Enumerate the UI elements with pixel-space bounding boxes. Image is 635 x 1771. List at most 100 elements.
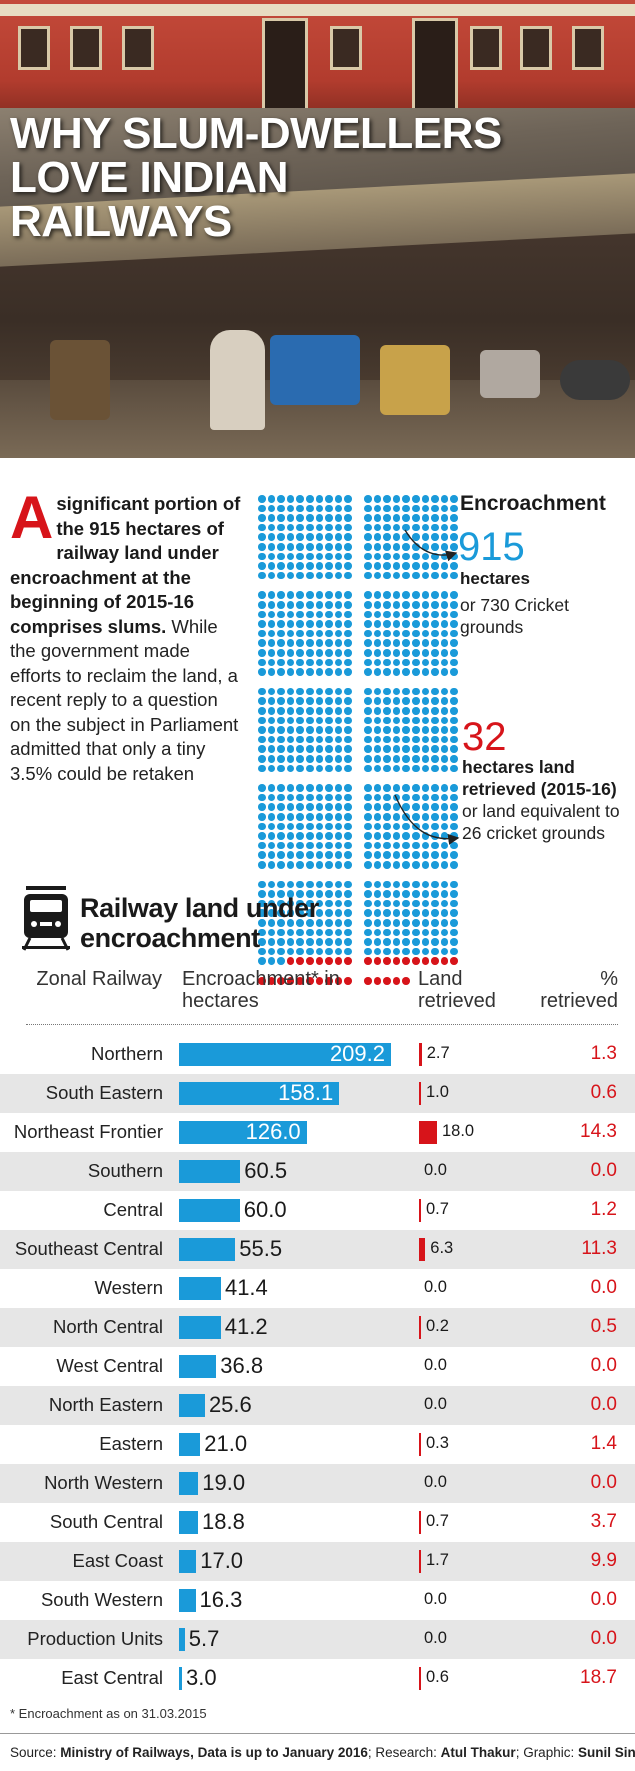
encroachment-dot <box>344 880 352 889</box>
encroachment-dot <box>325 514 333 522</box>
encroachment-dot <box>364 707 372 715</box>
encroachment-dot <box>306 919 314 927</box>
encroachment-dot <box>325 562 333 570</box>
encroachment-dot <box>364 745 372 753</box>
encroachment-dot <box>431 784 439 792</box>
encroachment-dot <box>392 571 401 580</box>
encroachment-dot <box>383 919 391 927</box>
encroachment-dot <box>306 495 314 503</box>
encroachment-dot <box>325 928 333 937</box>
encroachment-dot <box>286 784 295 792</box>
encroachment-dot <box>440 504 449 513</box>
encroachment-dot <box>315 755 324 763</box>
encroachment-bar <box>179 1394 205 1417</box>
encroachment-dot <box>325 668 333 676</box>
encroachment-dot <box>296 784 304 792</box>
encroachment-dot <box>315 784 324 792</box>
encroachment-dot <box>421 793 430 802</box>
encroachment-dot <box>431 610 439 619</box>
encroachment-dot <box>440 755 449 763</box>
encroachment-dot <box>402 822 410 831</box>
encroachment-dot <box>258 543 266 551</box>
encroachment-dot <box>344 822 352 831</box>
train-icon <box>22 886 70 951</box>
encroachment-dot <box>383 813 391 821</box>
encroachment-dot <box>286 504 295 513</box>
encroachment-dot <box>421 533 430 541</box>
encroachment-dot <box>402 861 410 869</box>
encroachment-dot <box>334 803 343 811</box>
encroachment-dot <box>267 841 276 850</box>
encroachment-dot <box>412 909 420 917</box>
encroachment-dot <box>373 658 382 667</box>
encroachment-dot <box>267 793 276 802</box>
encroachment-dot <box>383 707 391 715</box>
encroachment-dot <box>258 649 266 657</box>
encroachment-dot <box>315 571 324 580</box>
encroachment-dot <box>373 707 382 715</box>
encroachment-dot <box>258 571 266 580</box>
encroachment-dot <box>334 764 343 773</box>
encroachment-dot <box>412 523 420 532</box>
encroachment-bar <box>179 1628 185 1651</box>
encroachment-dot <box>402 552 410 561</box>
encroachment-dot <box>315 504 324 513</box>
encroachment-dot <box>392 880 401 889</box>
encroachment-dot <box>344 793 352 802</box>
retrieved-dot <box>383 977 391 985</box>
encroachment-dot <box>344 610 352 619</box>
encroachment-dot <box>440 735 449 744</box>
encroachment-dot <box>267 571 276 580</box>
encroachment-dot <box>364 697 372 705</box>
encroachment-dot <box>286 658 295 667</box>
percent-retrieved-value: 1.3 <box>590 1043 617 1064</box>
encroachment-dot <box>450 591 458 599</box>
encroachment-dot <box>325 610 333 619</box>
encroachment-dot <box>383 571 391 580</box>
encroachment-dot <box>383 861 391 869</box>
encroachment-dot <box>402 803 410 811</box>
intro-paragraph: A significant portion of the 915 hectare… <box>10 484 242 786</box>
encroachment-dot <box>267 832 276 840</box>
encroachment-dot <box>315 543 324 551</box>
encroachment-dot <box>412 658 420 667</box>
encroachment-dot <box>296 726 304 734</box>
encroachment-dot <box>383 745 391 753</box>
encroachment-dot <box>440 803 449 811</box>
encroachment-dot <box>315 601 324 609</box>
retrieved-dot <box>373 977 382 985</box>
train-carriage <box>0 0 635 115</box>
encroachment-dot <box>431 813 439 821</box>
encroachment-dot <box>286 909 295 917</box>
encroachment-dot <box>334 947 343 956</box>
land-retrieved-value: 0.0 <box>424 1161 447 1179</box>
encroachment-dot <box>315 841 324 850</box>
encroachment-dot <box>344 841 352 850</box>
encroachment-dot <box>383 764 391 773</box>
percent-retrieved-value: 3.7 <box>590 1511 617 1532</box>
encroachment-dot <box>450 649 458 657</box>
encroachment-dot <box>450 861 458 869</box>
encroachment-dot <box>440 668 449 676</box>
encroachment-dot <box>296 668 304 676</box>
encroachment-dot <box>315 890 324 898</box>
encroachment-dot <box>431 803 439 811</box>
encroachment-dot <box>402 726 410 734</box>
encroachment-dot <box>431 947 439 956</box>
encroachment-dot <box>334 726 343 734</box>
retrieved-dot <box>431 957 439 965</box>
encroachment-dot <box>277 841 285 850</box>
encroachment-bar <box>179 1199 240 1222</box>
encroachment-dot <box>421 639 430 647</box>
drop-cap: A <box>10 484 54 551</box>
encroachment-dot <box>421 861 430 869</box>
encroachment-dot <box>373 822 382 831</box>
encroachment-dot <box>344 495 352 503</box>
encroachment-dot <box>450 533 458 541</box>
percent-retrieved-value: 0.5 <box>590 1316 617 1337</box>
encroachment-dot <box>344 687 352 696</box>
encroachment-dot <box>364 716 372 725</box>
encroachment-dot <box>440 784 449 792</box>
encroachment-dot <box>373 639 382 647</box>
encroachment-dot <box>402 504 410 513</box>
